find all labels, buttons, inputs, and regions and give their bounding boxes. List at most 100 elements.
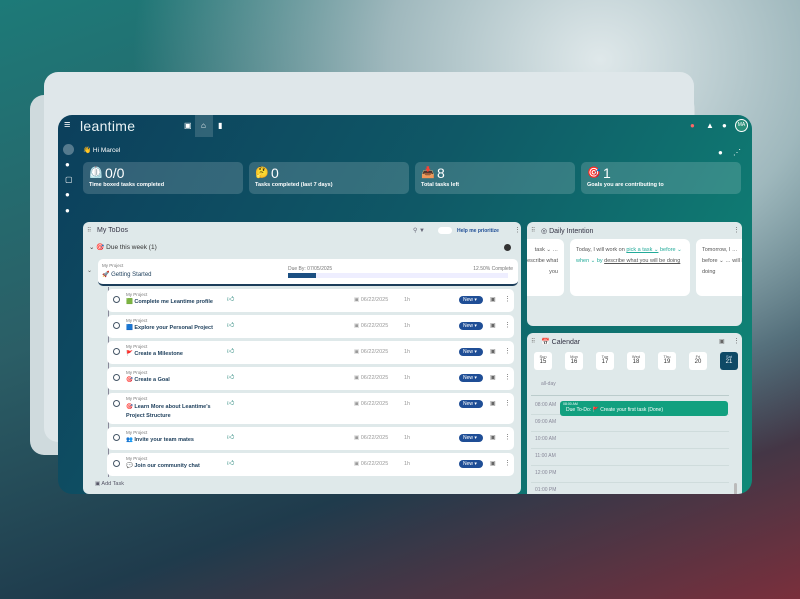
more-icon[interactable]: ⋮ [733,227,740,234]
intention-card-next[interactable]: Tomorrow, I … before ⌄ … will be doing [696,239,742,296]
notification-icon[interactable]: ● [690,121,695,130]
due-date[interactable]: ▣ 06/22/2025 [354,375,389,381]
task-row[interactable]: My Project 🟩 Complete me Leantime profil… [107,289,514,312]
more-icon[interactable]: ⋮ [504,374,511,381]
thumbs-up-icon[interactable]: 👍︎ [227,434,235,441]
task-row[interactable]: My Project 🟦 Explore your Personal Proje… [107,315,514,338]
calendar-icon[interactable]: ▣ [490,375,496,381]
calendar-icon[interactable]: ▣ [490,435,496,441]
task-title[interactable]: 🟦 Explore your Personal Project [126,325,213,331]
status-dropdown[interactable]: New ▾ [459,460,483,468]
avatar[interactable]: MA [735,119,748,132]
more-icon[interactable]: ⋮ [504,434,511,441]
status-dropdown[interactable]: New ▾ [459,400,483,408]
day-mon[interactable]: Mon 16 [565,352,583,370]
pick-task-select[interactable]: pick a task ⌄ [626,247,659,253]
task-estimate[interactable]: 1h [404,375,411,381]
due-date[interactable]: ▣ 06/22/2025 [354,297,389,303]
bookmark-icon[interactable]: ▮ [218,121,223,130]
task-row[interactable]: My Project 🎯 Create a Goal 👍︎ ▣ 06/22/20… [107,367,514,390]
calendar-event[interactable]: 08:00 AM Due To-Do: 🚩 Create your first … [560,401,728,416]
due-date[interactable]: ▣ 06/22/2025 [354,349,389,355]
task-title[interactable]: 🚩 Create a Milestone [126,351,183,357]
task-estimate[interactable]: 1h [404,461,411,467]
day-sun[interactable]: Sun 15 [534,352,552,370]
status-dropdown[interactable]: New ▾ [459,322,483,330]
more-icon[interactable]: ⋮ [733,338,740,345]
task-estimate[interactable]: 1h [404,435,411,441]
more-icon[interactable]: ⋮ [504,322,511,329]
calendar-icon[interactable]: ▣ [490,461,496,467]
more-icon[interactable]: ⋮ [504,296,511,303]
intention-card-today[interactable]: Today, I will work on pick a task ⌄ befo… [570,239,690,296]
thumbs-up-icon[interactable]: 👍︎ [227,374,235,381]
play-icon[interactable] [113,296,120,303]
task-row[interactable]: My Project 💬 Join our community chat 👍︎ … [107,453,514,476]
task-estimate[interactable]: 1h [404,323,411,329]
bell-icon[interactable]: ▲ [706,121,714,130]
milestone-card[interactable]: My Project 🚀 Getting Started Due By: 07/… [98,259,518,286]
task-row[interactable]: My Project 🎯 Learn More about Leantime's… [107,393,514,424]
add-task-button[interactable]: ▣ Add Task [95,481,124,487]
status-dropdown[interactable]: New ▾ [459,296,483,304]
more-icon[interactable]: ⋮ [504,400,511,407]
status-dropdown[interactable]: New ▾ [459,374,483,382]
play-icon[interactable] [113,460,120,467]
more-icon[interactable]: ⋮ [504,348,511,355]
rail-users-icon[interactable]: ● [65,160,70,169]
day-fri[interactable]: Fri 20 [689,352,707,370]
task-title[interactable]: 💬 Join our community chat [126,463,200,469]
group-icon[interactable]: ⚲ ▼ [413,228,425,234]
due-date[interactable]: ▣ 06/22/2025 [354,461,389,467]
play-icon[interactable] [113,374,120,381]
intention-card-prev[interactable]: task ⌄ … describe what you [527,239,564,296]
rail-doc-icon[interactable]: ▢ [65,175,73,184]
due-date[interactable]: ▣ 06/22/2025 [354,323,389,329]
drag-handle-icon[interactable]: ⠿ [87,228,92,234]
more-icon[interactable]: ⋮ [504,460,511,467]
group-options-icon[interactable] [504,244,511,251]
task-estimate[interactable]: 1h [404,401,411,407]
task-row[interactable]: My Project 👥 Invite your team mates 👍︎ ▣… [107,427,514,450]
task-title[interactable]: 🟩 Complete me Leantime profile [126,299,213,305]
task-title[interactable]: 🎯 Create a Goal [126,377,170,383]
status-dropdown[interactable]: New ▾ [459,348,483,356]
rail-settings-icon[interactable]: ● [65,190,70,199]
help-icon[interactable]: ● [722,121,727,130]
calendar-icon[interactable]: ▣ [490,401,496,407]
thumbs-up-icon[interactable]: 👍︎ [227,348,235,355]
due-date[interactable]: ▣ 06/22/2025 [354,401,389,407]
rail-home[interactable] [63,144,74,155]
task-estimate[interactable]: 1h [404,297,411,303]
calendar-icon[interactable]: ▣ [719,339,725,345]
scrollbar[interactable] [734,483,737,494]
task-estimate[interactable]: 1h [404,349,411,355]
thumbs-up-icon[interactable]: 👍︎ [227,296,235,303]
group-header[interactable]: ⌄ 🎯 Due this week (1) [89,244,157,251]
thumbs-up-icon[interactable]: 👍︎ [227,460,235,467]
customize-icon[interactable]: ● [718,148,723,157]
status-dropdown[interactable]: New ▾ [459,434,483,442]
task-title[interactable]: 👥 Invite your team mates [126,437,194,443]
calendar-icon[interactable]: ▣ [490,323,496,329]
drag-handle-icon[interactable]: ⠿ [531,339,536,345]
due-date[interactable]: ▣ 06/22/2025 [354,435,389,441]
describe-input[interactable]: describe what you will be doing [604,258,681,264]
when-select[interactable]: before ⌄ when ⌄ by [576,247,682,264]
briefcase-icon[interactable]: ▣ [184,121,192,130]
toggle[interactable] [438,227,452,234]
play-icon[interactable] [113,348,120,355]
day-sat[interactable]: Sat 21 [720,352,738,370]
calendar-icon[interactable]: ▣ [490,297,496,303]
thumbs-up-icon[interactable]: 👍︎ [227,400,235,407]
rail-apps-icon[interactable]: ● [65,206,70,215]
menu-icon[interactable]: ≡ [64,119,71,131]
drag-handle-icon[interactable]: ⠿ [531,228,536,234]
help-prioritize-button[interactable]: Help me prioritize [457,228,499,234]
share-icon[interactable]: ⋰ [733,148,741,157]
thumbs-up-icon[interactable]: 👍︎ [227,322,235,329]
home-tab[interactable] [195,115,213,137]
play-icon[interactable] [113,400,120,407]
task-title[interactable]: 🎯 Learn More about Leantime's Project St… [126,404,211,419]
collapse-icon[interactable]: ⌄ [87,268,93,274]
